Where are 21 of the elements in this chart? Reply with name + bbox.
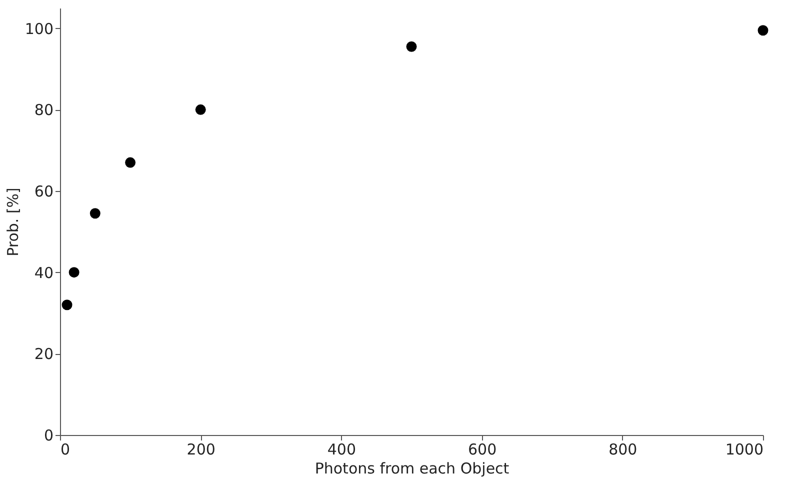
x-axis-title: Photons from each Object: [314, 460, 510, 478]
y-tick-label: 20: [34, 345, 54, 364]
point: [758, 25, 768, 36]
y-tick-label: 40: [34, 264, 54, 282]
y-tick-label: 100: [24, 20, 54, 38]
point: [68, 267, 80, 278]
y-tick-label: 80: [34, 101, 54, 120]
y-tick-label: 60: [34, 182, 54, 200]
point: [195, 104, 206, 115]
x-tick-label: 200: [186, 440, 216, 458]
point: [406, 41, 417, 52]
x-tick-label: 0: [60, 440, 70, 458]
point: [62, 300, 72, 310]
y-tick-label: 0: [44, 426, 54, 444]
point: [125, 157, 136, 168]
point: [90, 208, 100, 219]
x-tick-label: 600: [468, 440, 497, 458]
x-tick-label: 800: [608, 440, 638, 458]
y-axis-title: Prob. [%]: [4, 188, 22, 256]
x-tick-label: 1000: [725, 440, 764, 458]
x-tick-label: 400: [327, 440, 356, 458]
